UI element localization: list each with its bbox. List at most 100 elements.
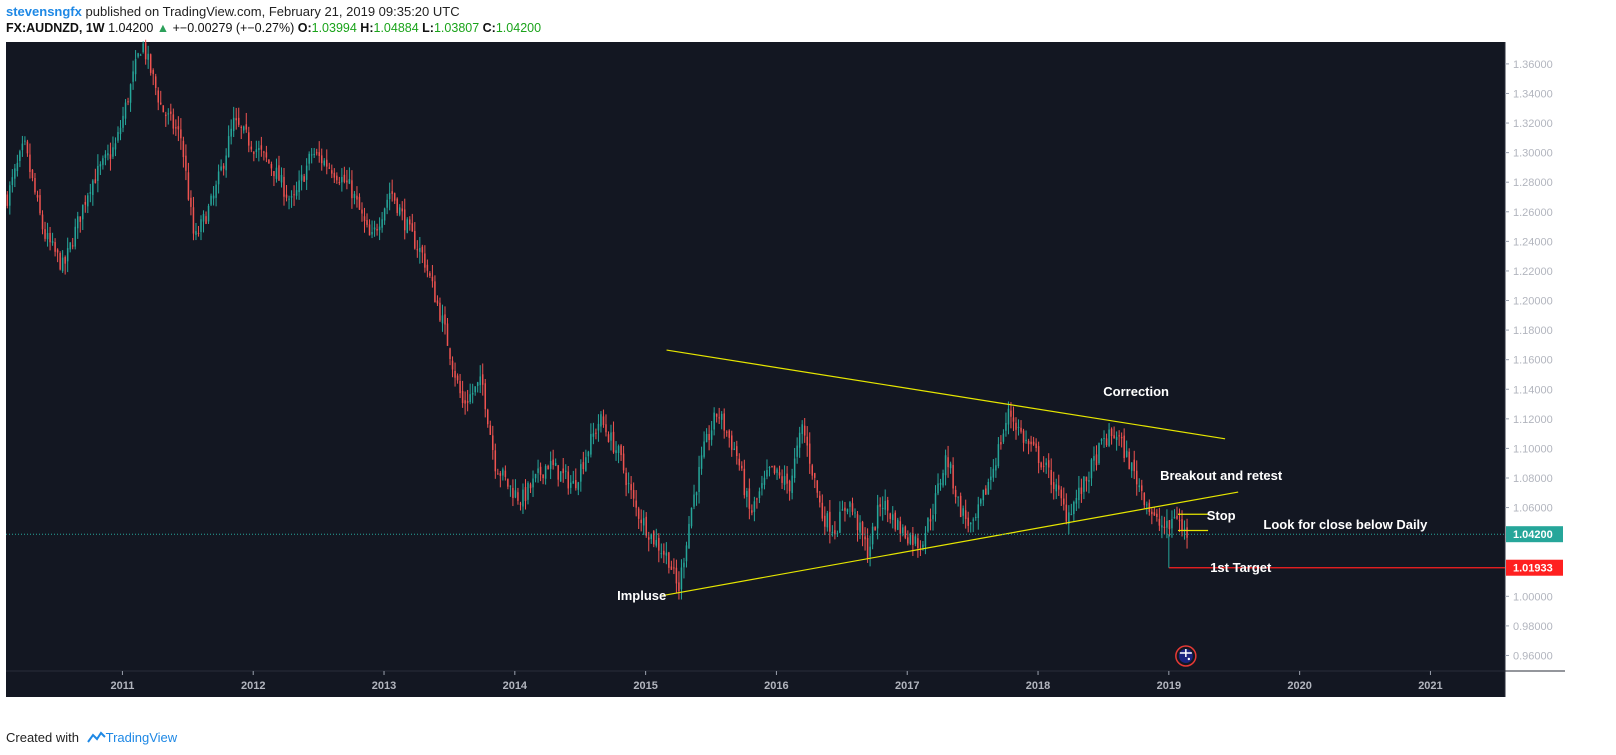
candle-body (1085, 476, 1088, 482)
candle (881, 496, 884, 521)
candle-body (881, 507, 884, 510)
annotation-label: Impluse (617, 588, 666, 603)
candle-body (117, 132, 119, 141)
candle-body (610, 432, 612, 441)
y-axis: 1.36000 1.34000 1.32000 1.30000 1.28000 1.260… (1505, 59, 1553, 662)
candle-body (1030, 441, 1032, 445)
candle (927, 517, 929, 533)
candle-body (1120, 436, 1123, 439)
candle (695, 491, 698, 506)
candle-body (1073, 501, 1075, 515)
candle (650, 533, 653, 544)
candle (149, 53, 152, 76)
candle (1045, 458, 1047, 474)
candle (736, 440, 738, 465)
candle-body (683, 562, 685, 568)
candle (1110, 427, 1113, 445)
candle (341, 168, 343, 192)
candle-body (436, 300, 439, 304)
candle (424, 245, 426, 273)
candle (607, 431, 610, 443)
candle-body (49, 232, 51, 243)
candle-body (250, 146, 253, 150)
candle (371, 220, 373, 239)
candle (1133, 450, 1135, 480)
candle (959, 492, 962, 518)
candle-body (54, 242, 56, 252)
candle-body (1171, 518, 1173, 529)
candle-body (1098, 443, 1100, 464)
candle (1042, 456, 1045, 473)
candle (298, 170, 300, 200)
candle (466, 389, 469, 412)
candle-body (517, 492, 519, 501)
candle-body (658, 538, 660, 551)
candle-body (383, 208, 386, 221)
candle-body (371, 232, 373, 235)
candle-body (144, 42, 147, 60)
candle-body (142, 43, 144, 53)
candle-body (884, 500, 886, 510)
candle-body (839, 511, 841, 533)
candle-body (907, 537, 909, 544)
candle (411, 213, 414, 232)
candle-body (866, 538, 869, 558)
candle-body (829, 511, 831, 532)
candle-body (514, 490, 517, 498)
candle-body (939, 482, 942, 485)
candle-body (459, 380, 461, 394)
candle (826, 510, 829, 532)
candle (514, 479, 517, 499)
candle-body (730, 435, 733, 450)
candle (318, 141, 320, 163)
candle (549, 451, 552, 480)
candle-body (1158, 518, 1161, 526)
candle (1012, 406, 1015, 432)
candle-body (97, 165, 99, 181)
candle (243, 125, 245, 134)
up-arrow-icon: ▲ (156, 21, 170, 35)
candle-body (270, 163, 273, 169)
candle (834, 521, 836, 540)
candle-body (401, 208, 403, 212)
candle-body (426, 264, 429, 271)
candle-body (1128, 451, 1130, 470)
candle-body (653, 531, 655, 545)
candle (730, 430, 733, 457)
candle (293, 185, 295, 206)
high-label: H: (360, 21, 374, 35)
candle (489, 420, 492, 436)
candle (778, 465, 781, 479)
candle-body (964, 510, 967, 519)
tradingview-link[interactable]: TradingView (105, 730, 178, 745)
candle-body (700, 455, 703, 469)
candle-body (708, 433, 710, 441)
annotation-label: Look for close below Daily (1263, 517, 1428, 532)
candle-body (469, 394, 471, 403)
candle-body (826, 513, 829, 528)
candle (798, 426, 801, 458)
candle (897, 517, 899, 531)
candle (904, 525, 907, 540)
candle (195, 222, 197, 241)
candle (1176, 506, 1178, 520)
candle-body (650, 533, 653, 539)
candle-body (673, 567, 675, 569)
candle-body (61, 257, 64, 272)
candle (783, 465, 786, 491)
candle-body (260, 145, 263, 150)
candle (753, 496, 756, 522)
candle-body (909, 534, 912, 544)
candle-body (1032, 441, 1035, 445)
author-link[interactable]: stevensngfx (6, 4, 82, 19)
candle (165, 111, 167, 127)
candle (1115, 431, 1118, 451)
candle-body (1090, 459, 1093, 479)
tradingview-cloud-icon[interactable] (86, 731, 106, 743)
candle-body (484, 383, 486, 410)
candle-body (572, 481, 575, 484)
candle-body (710, 430, 713, 440)
annotation-label: Breakout and retest (1160, 468, 1283, 483)
candle (167, 108, 170, 125)
